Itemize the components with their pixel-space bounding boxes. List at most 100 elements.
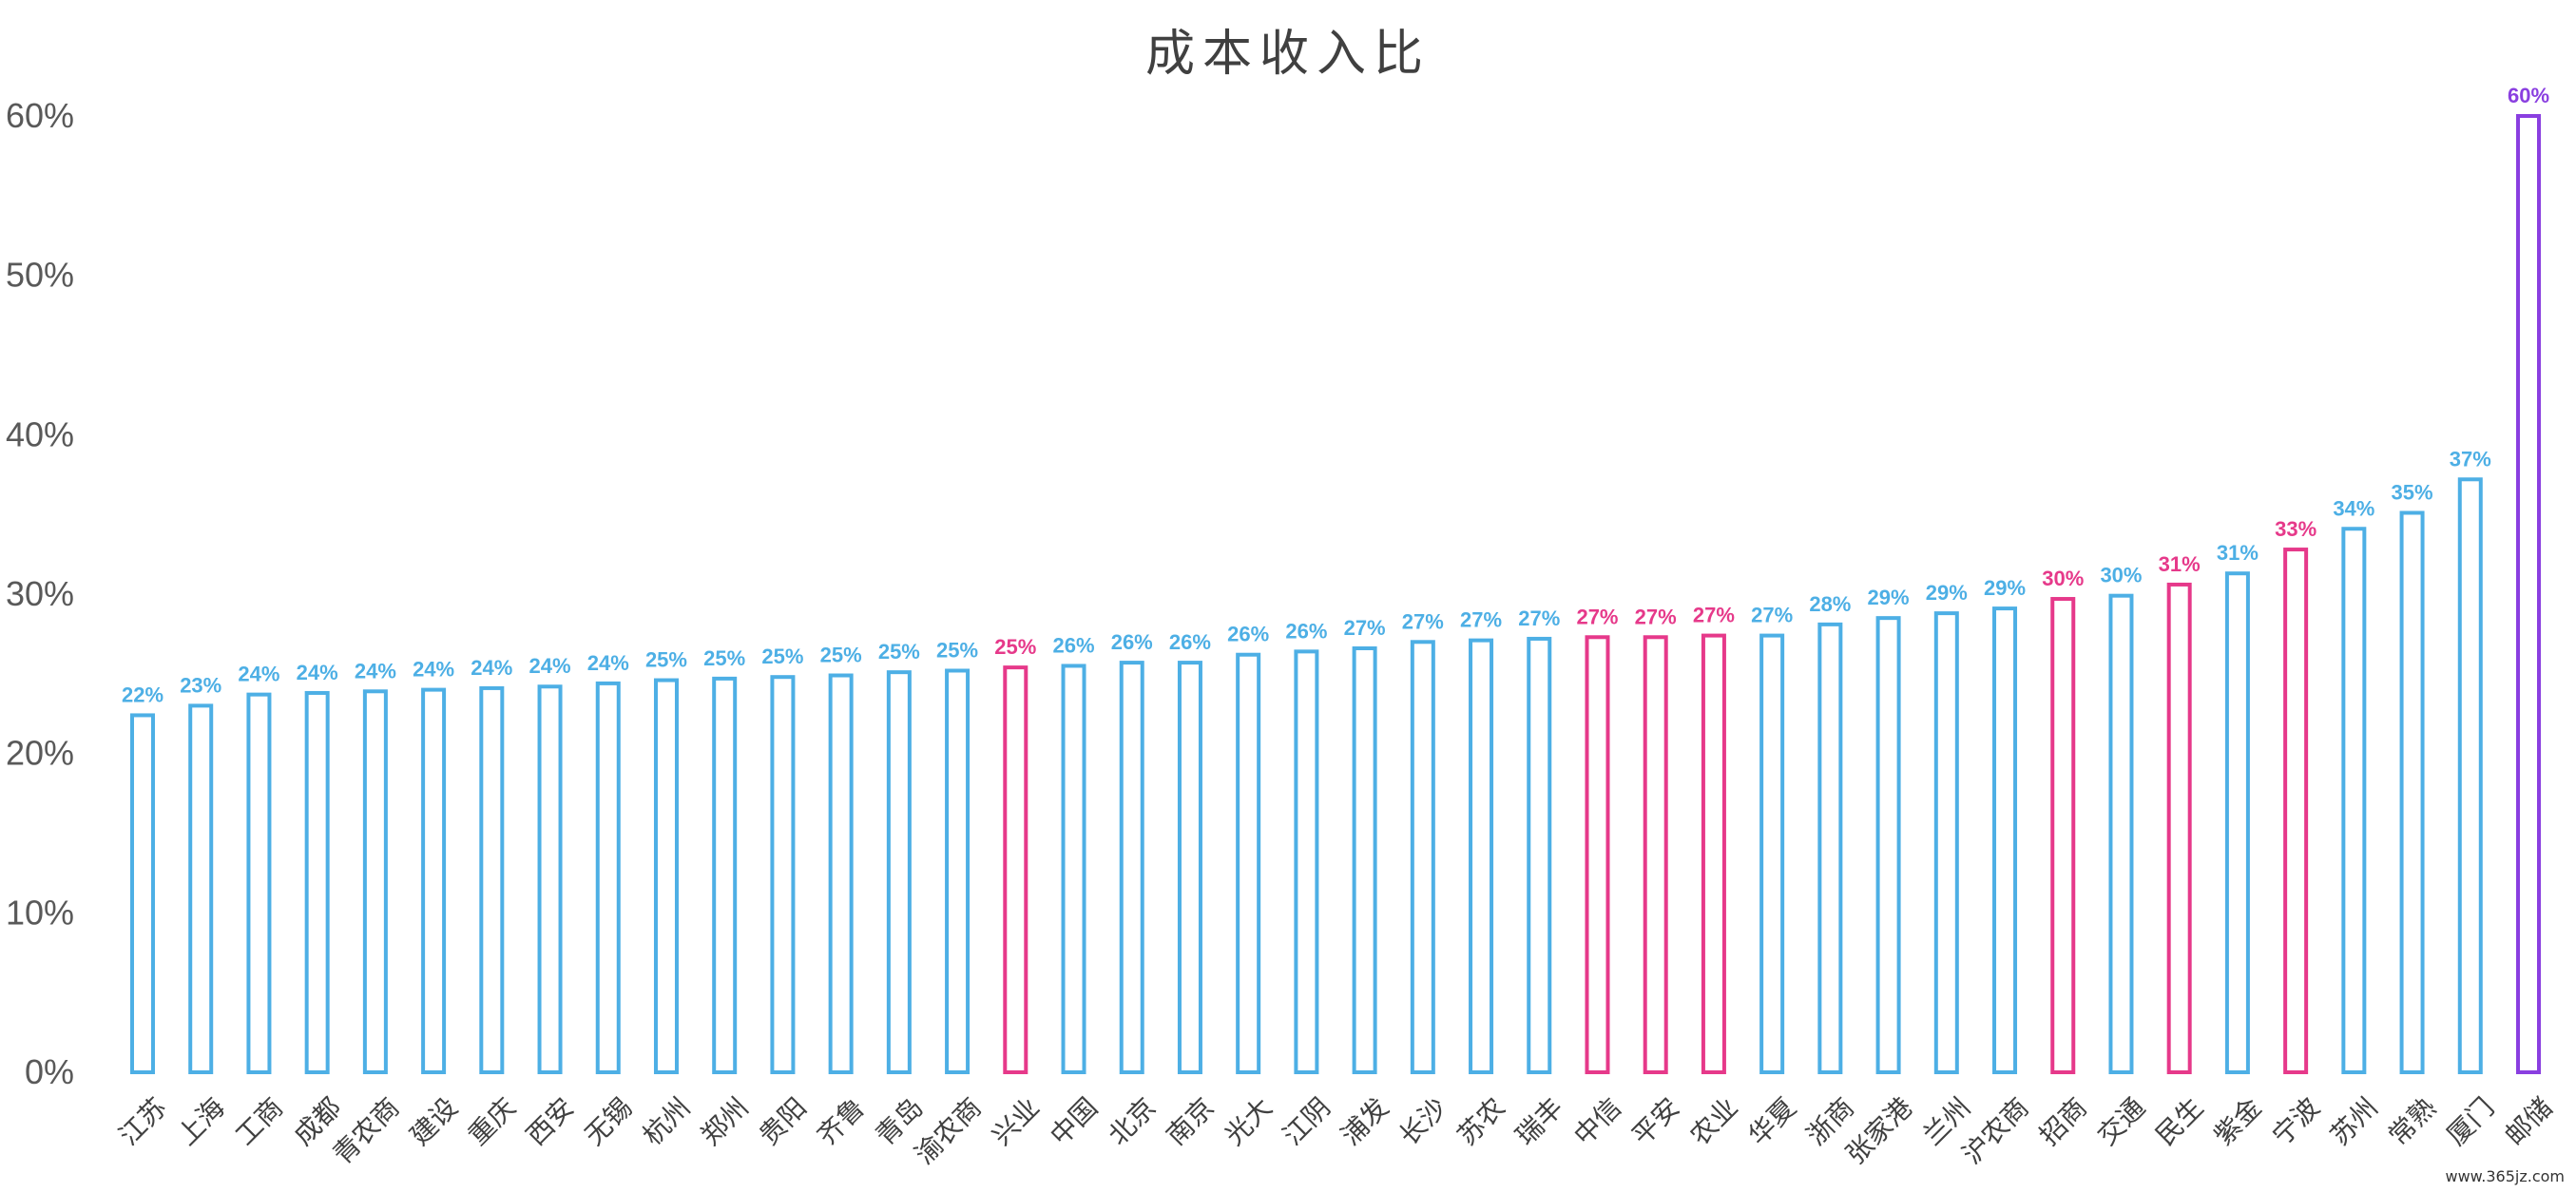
data-label: 30% [2100, 564, 2142, 587]
chart-title: 成本收入比 [1144, 26, 1431, 83]
data-label: 27% [1576, 605, 1618, 628]
bar-无锡 [595, 681, 621, 1074]
x-tick-label: 北京 [1102, 1091, 1162, 1151]
data-label: 29% [1868, 586, 1910, 609]
bar-光大 [1236, 652, 1261, 1074]
bar-上海 [188, 703, 214, 1074]
data-label: 27% [1402, 609, 1444, 633]
data-label: 37% [2450, 447, 2491, 471]
x-tick-label: 南京 [1161, 1091, 1221, 1151]
x-tick-label: 宁波 [2266, 1091, 2326, 1151]
x-tick-label: 贵阳 [753, 1091, 813, 1151]
x-tick-label: 张家港 [1839, 1091, 1918, 1170]
y-tick-label: 20% [6, 734, 74, 773]
bar-浙商 [1817, 622, 1843, 1075]
data-label: 27% [1751, 604, 1793, 627]
x-tick-label: 郑州 [695, 1091, 755, 1151]
bar-成都 [304, 690, 330, 1074]
bar-张家港 [1875, 616, 1901, 1075]
x-tick-label: 浦发 [1335, 1091, 1394, 1151]
bar-中国 [1061, 664, 1086, 1074]
bar-邮储 [2516, 114, 2541, 1074]
bar-交通 [2108, 593, 2134, 1075]
x-tick-label: 青农商 [327, 1091, 406, 1170]
x-tick-label: 建设 [404, 1091, 464, 1151]
x-tick-label: 齐鲁 [811, 1091, 871, 1151]
x-tick-label: 常熟 [2382, 1091, 2442, 1151]
data-label: 25% [761, 645, 803, 668]
x-tick-label: 农业 [1684, 1091, 1744, 1151]
x-tick-label: 上海 [171, 1091, 231, 1151]
data-label: 27% [1344, 616, 1386, 640]
watermark: www.365jz.com [2445, 1167, 2565, 1185]
data-label: 24% [355, 659, 396, 683]
bar-紫金 [2224, 571, 2250, 1074]
x-tick-label: 重庆 [462, 1091, 522, 1151]
bar-兰州 [1933, 611, 1959, 1074]
x-axis: 江苏上海工商成都青农商建设重庆西安无锡杭州郑州贵阳齐鲁青岛渝农商兴业中国北京南京… [113, 1091, 2559, 1170]
bars-group [130, 114, 2541, 1075]
bar-农业 [1701, 633, 1726, 1074]
y-axis: 0% 10% 20% 30% 40% 50% 60% [6, 96, 74, 1091]
data-label: 24% [297, 661, 338, 684]
bar-苏州 [2341, 527, 2367, 1074]
data-label: 25% [820, 644, 862, 667]
x-tick-label: 沪农商 [1956, 1091, 2035, 1170]
x-tick-label: 中国 [1044, 1091, 1104, 1151]
data-label: 24% [529, 654, 571, 678]
y-tick-label: 30% [6, 574, 74, 613]
bar-常熟 [2399, 510, 2425, 1074]
data-label: 34% [2333, 496, 2374, 520]
x-tick-label: 杭州 [637, 1091, 697, 1151]
bar-西安 [537, 684, 563, 1074]
data-label: 29% [1926, 581, 1968, 605]
x-tick-label: 招商 [2033, 1091, 2093, 1151]
bar-工商 [246, 692, 272, 1074]
x-tick-label: 平安 [1625, 1091, 1685, 1151]
data-label: 24% [413, 658, 454, 682]
bar-招商 [2050, 597, 2076, 1075]
x-tick-label: 民生 [2149, 1091, 2209, 1151]
data-label: 28% [1809, 592, 1851, 616]
data-label: 30% [2042, 567, 2084, 590]
x-tick-label: 江苏 [113, 1091, 173, 1151]
data-label: 31% [2217, 541, 2259, 565]
x-tick-label: 瑞丰 [1509, 1091, 1569, 1151]
bar-渝农商 [945, 668, 971, 1074]
value-labels-group: 22% 23% 24% 24% 24% 24% 24% 24% 24% 25% 25% 25% 25% 2… [122, 84, 2549, 706]
x-tick-label: 邮储 [2499, 1091, 2559, 1151]
x-tick-label: 西安 [520, 1091, 580, 1151]
data-label: 27% [1635, 605, 1677, 628]
data-label: 26% [1111, 630, 1153, 654]
data-label: 25% [936, 638, 978, 662]
x-tick-label: 苏州 [2324, 1091, 2384, 1151]
data-label: 26% [1227, 623, 1269, 646]
bar-民生 [2166, 582, 2192, 1074]
y-tick-label: 60% [6, 96, 74, 135]
data-label: 26% [1052, 633, 1094, 657]
y-tick-label: 50% [6, 256, 74, 295]
bar-江阴 [1294, 649, 1319, 1074]
data-label: 25% [703, 646, 745, 670]
data-label: 25% [994, 635, 1036, 659]
x-tick-label: 厦门 [2440, 1091, 2500, 1151]
x-tick-label: 中信 [1567, 1091, 1627, 1151]
data-label: 26% [1285, 619, 1327, 643]
bar-沪农商 [1992, 606, 2018, 1075]
x-tick-label: 工商 [229, 1091, 289, 1151]
data-label: 25% [878, 640, 920, 664]
bar-长沙 [1410, 640, 1435, 1074]
bar-中信 [1585, 635, 1610, 1075]
bar-青农商 [362, 689, 388, 1074]
data-label: 24% [587, 651, 629, 675]
data-label: 27% [1693, 604, 1735, 627]
bar-江苏 [130, 713, 155, 1075]
data-label: 24% [471, 656, 512, 680]
x-tick-label: 江阴 [1277, 1091, 1336, 1151]
data-label: 25% [645, 648, 687, 672]
x-tick-label: 无锡 [578, 1091, 638, 1151]
y-tick-label: 0% [25, 1052, 74, 1091]
bar-南京 [1177, 661, 1202, 1074]
bar-华夏 [1759, 633, 1785, 1074]
